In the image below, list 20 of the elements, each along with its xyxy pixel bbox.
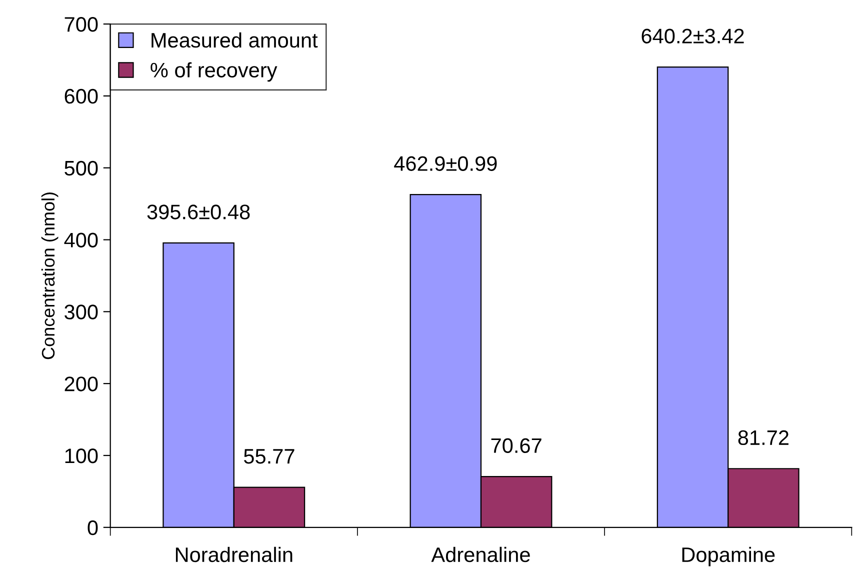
y-tick-label: 500 — [64, 160, 98, 176]
y-tick-label: 200 — [64, 376, 98, 392]
y-tick-label: 700 — [64, 17, 98, 32]
y-tick-label: 300 — [64, 304, 98, 320]
y-tick-label: 0 — [88, 520, 98, 536]
data-label: 640.2±3.42 — [642, 28, 744, 44]
data-label: 81.72 — [738, 430, 788, 446]
data-label: 70.67 — [491, 438, 542, 454]
legend-label: % of recovery — [150, 62, 278, 82]
x-tick-label: Dopamine — [682, 546, 775, 566]
y-tick-label: 100 — [65, 448, 98, 464]
data-label: 55.77 — [244, 449, 294, 464]
x-tick-label: Adrenaline — [431, 546, 530, 562]
data-label: 395.6±0.48 — [147, 204, 250, 220]
y-axis-title: Concentration (nmol) — [41, 192, 58, 360]
y-tick-label: 400 — [64, 232, 98, 248]
legend-label: Measured amount — [152, 32, 318, 48]
x-tick-label: Noradrenalin — [176, 546, 292, 562]
y-tick-label: 600 — [64, 88, 98, 104]
data-label: 462.9±0.99 — [394, 156, 497, 171]
